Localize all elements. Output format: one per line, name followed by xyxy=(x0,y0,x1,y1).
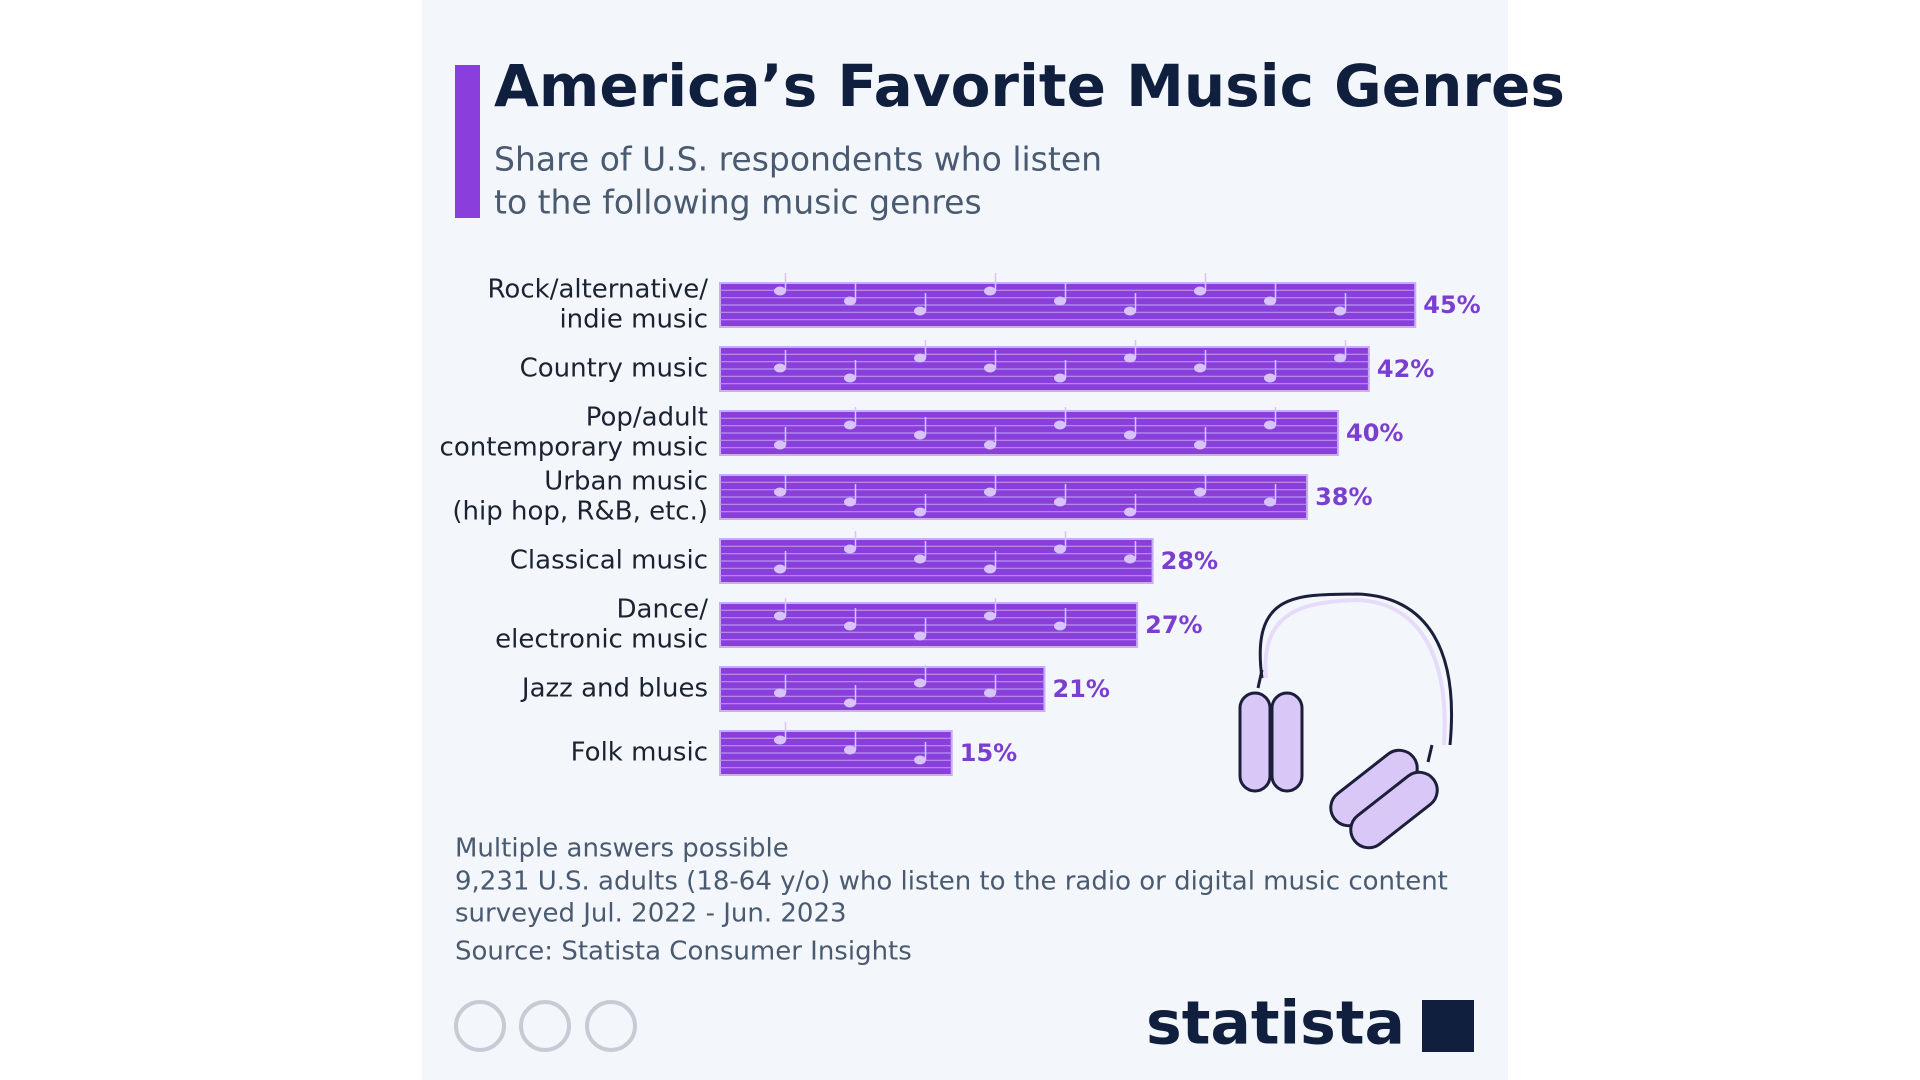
music-note xyxy=(844,544,856,554)
category-label: Folk music xyxy=(571,738,708,768)
music-note xyxy=(914,306,926,316)
music-note xyxy=(844,621,856,631)
music-note xyxy=(1124,306,1136,316)
source: Source: Statista Consumer Insights xyxy=(455,937,912,967)
category-label: Urban music xyxy=(544,467,708,497)
music-note xyxy=(774,688,786,698)
note: Multiple answers possible xyxy=(455,834,789,864)
music-note xyxy=(1334,306,1346,316)
category-label: contemporary music xyxy=(440,433,708,463)
music-note xyxy=(984,440,996,450)
category-label: Pop/adult xyxy=(586,403,708,433)
category-label: Jazz and blues xyxy=(520,674,708,704)
music-note xyxy=(774,611,786,621)
music-note xyxy=(1194,286,1206,296)
music-note xyxy=(1054,544,1066,554)
category-label: electronic music xyxy=(495,625,708,655)
category-label: Dance/ xyxy=(617,595,709,625)
music-note xyxy=(914,631,926,641)
music-note xyxy=(1124,430,1136,440)
music-note xyxy=(774,440,786,450)
value-label: 38% xyxy=(1315,483,1372,511)
music-note xyxy=(1194,440,1206,450)
license-icons xyxy=(454,1000,637,1052)
music-note xyxy=(1334,353,1346,363)
category-label: Classical music xyxy=(510,546,708,576)
chart-title: America’s Favorite Music Genres xyxy=(494,52,1565,120)
category-label: Rock/alternative/ xyxy=(488,275,709,305)
music-note xyxy=(914,554,926,564)
music-note xyxy=(844,745,856,755)
brand-logo: statista xyxy=(1146,989,1405,1059)
value-label: 45% xyxy=(1423,291,1480,319)
music-note xyxy=(774,735,786,745)
music-note xyxy=(1264,373,1276,383)
music-note xyxy=(844,698,856,708)
music-note xyxy=(984,688,996,698)
value-label: 15% xyxy=(960,739,1017,767)
music-note xyxy=(844,420,856,430)
music-note xyxy=(1124,554,1136,564)
music-note xyxy=(984,286,996,296)
music-note xyxy=(1124,353,1136,363)
music-note xyxy=(1054,497,1066,507)
music-note xyxy=(1054,621,1066,631)
music-note xyxy=(774,363,786,373)
music-note xyxy=(914,353,926,363)
value-label: 21% xyxy=(1052,675,1109,703)
music-note xyxy=(774,487,786,497)
music-note xyxy=(914,430,926,440)
music-note xyxy=(844,373,856,383)
music-note xyxy=(1264,296,1276,306)
music-note xyxy=(844,497,856,507)
music-note xyxy=(1194,487,1206,497)
value-label: 28% xyxy=(1161,547,1218,575)
value-label: 27% xyxy=(1145,611,1202,639)
note: surveyed Jul. 2022 - Jun. 2023 xyxy=(455,899,847,929)
headphones xyxy=(1238,592,1453,850)
music-note xyxy=(1054,296,1066,306)
music-note xyxy=(984,611,996,621)
music-note xyxy=(914,507,926,517)
music-note xyxy=(984,363,996,373)
music-note xyxy=(984,564,996,574)
music-note xyxy=(1124,507,1136,517)
category-label: (hip hop, R&B, etc.) xyxy=(452,497,708,527)
music-note xyxy=(1264,420,1276,430)
brand-mark xyxy=(1422,1000,1474,1052)
value-label: 40% xyxy=(1346,419,1403,447)
music-note xyxy=(774,564,786,574)
music-note xyxy=(844,296,856,306)
subtitle: Share of U.S. respondents who listen xyxy=(494,140,1102,179)
value-label: 42% xyxy=(1377,355,1434,383)
music-note xyxy=(984,487,996,497)
music-note xyxy=(1194,363,1206,373)
category-label: Country music xyxy=(520,354,708,384)
category-label: indie music xyxy=(559,305,708,335)
music-note xyxy=(914,678,926,688)
music-note xyxy=(914,755,926,765)
music-note xyxy=(1054,420,1066,430)
accent-bar xyxy=(455,65,480,218)
subtitle: to the following music genres xyxy=(494,183,982,222)
music-note xyxy=(774,286,786,296)
note: 9,231 U.S. adults (18-64 y/o) who listen… xyxy=(455,867,1448,897)
music-note xyxy=(1054,373,1066,383)
music-note xyxy=(1264,497,1276,507)
